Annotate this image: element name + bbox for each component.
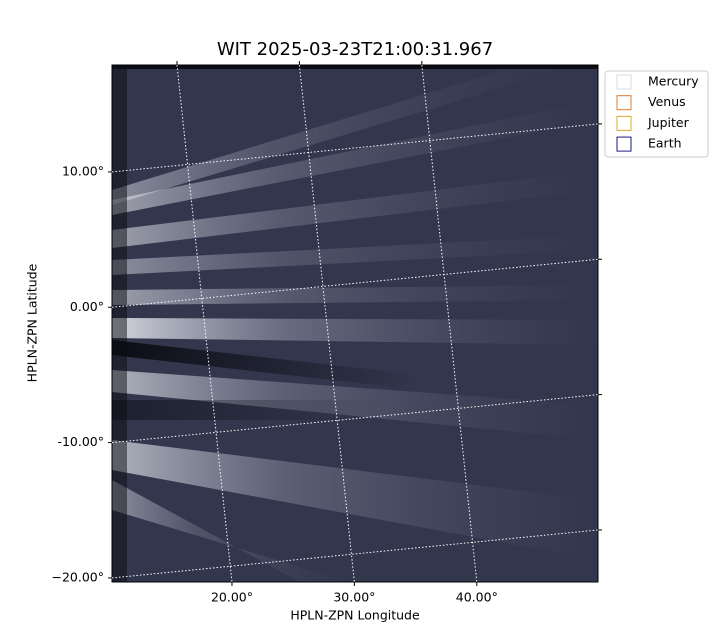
- legend: [604, 70, 709, 158]
- grid-line: [112, 258, 598, 308]
- grid-line: [421, 65, 478, 582]
- legend-label: Earth: [648, 136, 682, 151]
- y-axis-label: HPLN-ZPN Latitude: [25, 263, 40, 382]
- legend-label: Jupiter: [647, 115, 690, 130]
- image: [112, 65, 598, 582]
- legend-label: Mercury: [648, 74, 699, 89]
- grid-line: [298, 65, 355, 582]
- legend-swatch: [616, 115, 632, 131]
- legend-swatch: [616, 74, 632, 90]
- y-tick-label: 10.00°: [62, 163, 104, 178]
- legend-swatch: [616, 95, 632, 111]
- y-tick-label: -10.00°: [57, 434, 104, 449]
- x-tick-label: 40.00°: [456, 590, 498, 605]
- x-axis-label: HPLN-ZPN Longitude: [290, 608, 420, 623]
- grid-line: [112, 529, 598, 579]
- legend-label: Venus: [648, 94, 686, 109]
- plot-frame: [111, 64, 599, 583]
- chart-title: WIT 2025-03-23T21:00:31.967: [217, 39, 493, 60]
- x-tick-label: 20.00°: [211, 590, 253, 605]
- y-tick-label: 0.00°: [70, 299, 104, 314]
- grid-line: [176, 65, 233, 582]
- grid-line: [112, 123, 598, 173]
- grid-line: [112, 394, 598, 444]
- y-tick-label: −20.00°: [51, 569, 104, 584]
- x-tick-label: 30.00°: [333, 590, 375, 605]
- legend-swatch: [616, 136, 632, 152]
